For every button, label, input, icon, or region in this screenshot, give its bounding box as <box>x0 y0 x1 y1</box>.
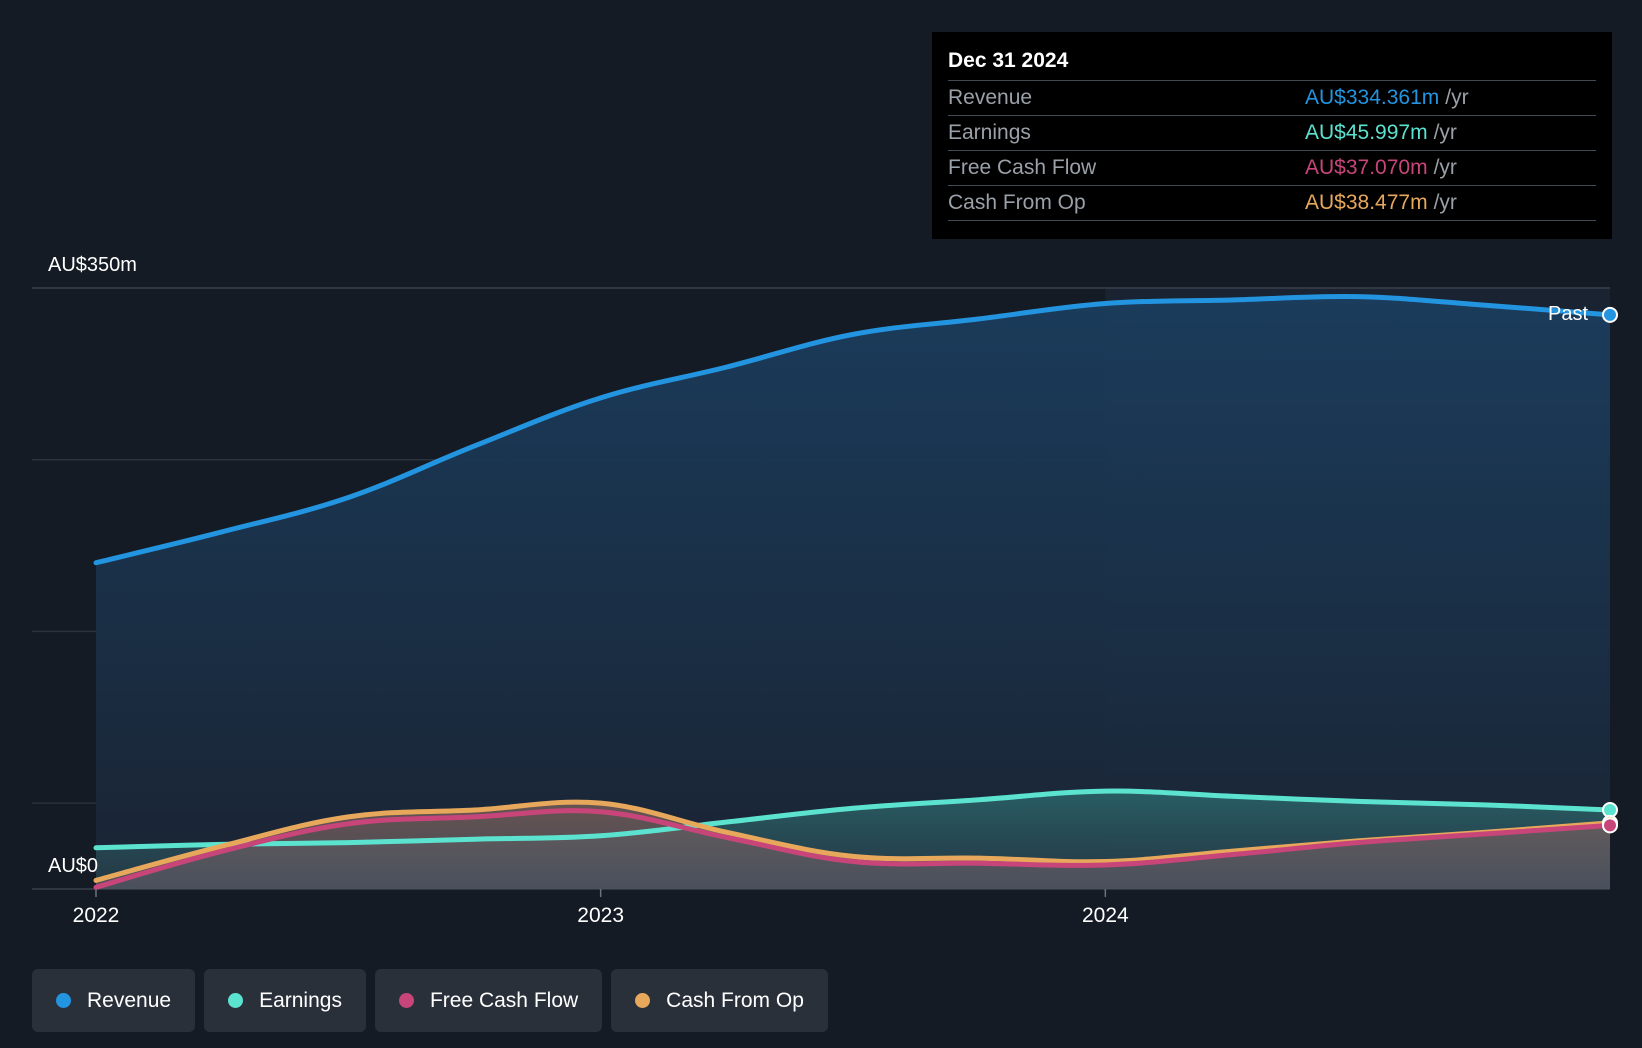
revenue-end-dot <box>1602 306 1618 323</box>
tooltip-unit: /yr <box>1433 121 1457 144</box>
legend-item-earnings[interactable]: Earnings <box>204 969 366 1032</box>
legend-item-revenue[interactable]: Revenue <box>32 969 196 1032</box>
legend-label: Cash From Op <box>666 988 804 1012</box>
tooltip-label: Revenue <box>948 86 1033 109</box>
chart-plot: AU$350m AU$0 Past 2022 2023 2024 <box>32 254 1618 927</box>
free-cash-flow-line <box>93 808 1613 890</box>
chart-legend: Revenue Earnings Free Cash Flow Cash From O… <box>32 969 828 1032</box>
y-min-label: AU$0 <box>48 855 98 877</box>
legend-label: Revenue <box>87 988 172 1012</box>
legend-item-cash-from-op[interactable]: Cash From Op <box>611 969 828 1032</box>
earnings-end-dot <box>1602 802 1618 819</box>
tooltip-unit: /yr <box>1433 156 1457 179</box>
tooltip-label: Free Cash Flow <box>948 156 1097 179</box>
tooltip-label: Earnings <box>948 121 1031 144</box>
legend-label: Free Cash Flow <box>429 988 579 1012</box>
tooltip-unit: /yr <box>1445 86 1469 109</box>
tooltip-value: AU$37.070m <box>1305 156 1428 179</box>
tooltip-row-earnings: Earnings AU$45.997m/yr <box>948 115 1596 150</box>
x-tick-label: 2024 <box>1082 904 1129 927</box>
tooltip-row-revenue: Revenue AU$334.361m/yr <box>948 80 1596 115</box>
x-tick-label: 2023 <box>577 904 624 927</box>
legend-dot-icon <box>56 993 71 1008</box>
tooltip-value: AU$334.361m <box>1305 86 1440 109</box>
tooltip-row-cash-from-op: Cash From Op AU$38.477m/yr <box>948 185 1596 221</box>
tooltip-date: Dec 31 2024 <box>948 49 1069 72</box>
x-tick-label: 2022 <box>73 904 120 927</box>
earnings-line <box>93 788 1613 851</box>
tooltip-value: AU$38.477m <box>1305 191 1428 214</box>
tooltip-value: AU$45.997m <box>1305 121 1428 144</box>
legend-item-free-cash-flow[interactable]: Free Cash Flow <box>374 969 603 1032</box>
revenue-area <box>96 296 1610 889</box>
tooltip-unit: /yr <box>1433 191 1457 214</box>
cash-from-op-area <box>96 802 1610 889</box>
tooltip-row-free-cash-flow: Free Cash Flow AU$37.070m/yr <box>948 150 1596 185</box>
past-label: Past <box>1548 303 1588 325</box>
legend-dot-icon <box>398 993 414 1008</box>
free-cash-flow-end-dot <box>1602 817 1618 834</box>
y-max-label: AU$350m <box>48 254 137 276</box>
revenue-line <box>93 293 1613 566</box>
legend-dot-icon <box>228 993 244 1008</box>
legend-dot-icon <box>635 993 651 1008</box>
tooltip-label: Cash From Op <box>948 191 1086 214</box>
legend-label: Earnings <box>259 988 342 1012</box>
tooltip-panel: Dec 31 2024 Revenue AU$334.361m/yr Earning… <box>932 32 1612 239</box>
